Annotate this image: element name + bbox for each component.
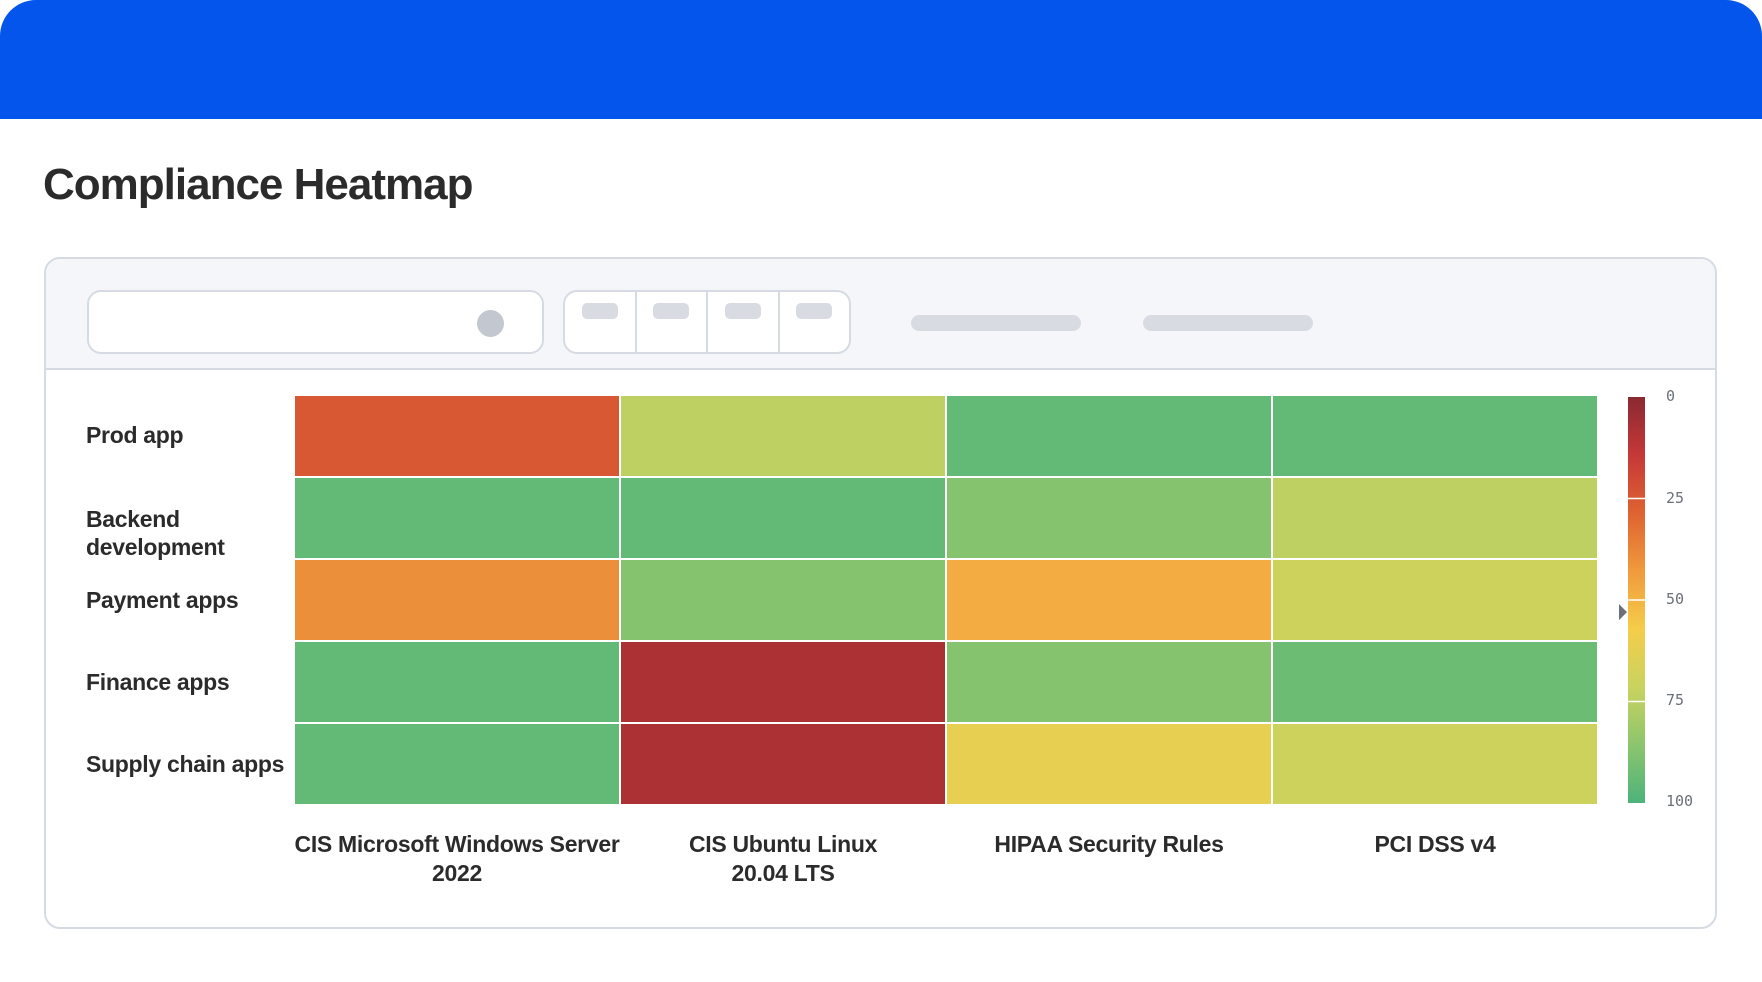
heatmap-cell[interactable] bbox=[293, 394, 621, 478]
filter-dropdown-1[interactable] bbox=[911, 315, 1081, 331]
scale-tick-100: 100 bbox=[1666, 792, 1694, 810]
heatmap-cell[interactable] bbox=[619, 722, 947, 806]
heatmap-cell[interactable] bbox=[1271, 640, 1599, 724]
row-label-supply-chain-apps: Supply chain apps bbox=[86, 751, 285, 777]
column-label-cis-ubuntu: CIS Ubuntu Linux 20.04 LTS bbox=[688, 831, 878, 886]
view-toggle-4[interactable] bbox=[780, 292, 850, 352]
scale-tick-25: 25 bbox=[1666, 489, 1685, 507]
heatmap-cell[interactable] bbox=[1271, 394, 1599, 478]
segment-label-placeholder bbox=[796, 303, 833, 319]
heatmap-cell[interactable] bbox=[945, 558, 1273, 642]
view-toggle-group bbox=[563, 290, 851, 354]
heatmap-cell[interactable] bbox=[945, 722, 1273, 806]
row-label-prod-app: Prod app bbox=[86, 422, 184, 448]
heatmap-cell[interactable] bbox=[945, 476, 1273, 560]
filter-dropdown-2[interactable] bbox=[1143, 315, 1313, 331]
scale-tick-0: 0 bbox=[1666, 387, 1676, 405]
search-input[interactable] bbox=[87, 290, 544, 354]
heatmap-cell[interactable] bbox=[945, 394, 1273, 478]
scale-marker-icon[interactable] bbox=[1619, 604, 1627, 621]
toolbar bbox=[46, 259, 1715, 370]
heatmap-panel: Prod app Backend development Payment app… bbox=[44, 257, 1717, 929]
heatmap-cell[interactable] bbox=[1271, 722, 1599, 806]
scale-tick-50: 50 bbox=[1666, 590, 1685, 608]
row-label-payment-apps: Payment apps bbox=[86, 587, 239, 613]
segment-label-placeholder bbox=[581, 303, 618, 319]
view-toggle-2[interactable] bbox=[637, 292, 708, 352]
heatmap-cell[interactable] bbox=[293, 558, 621, 642]
segment-label-placeholder bbox=[653, 303, 690, 319]
segment-label-placeholder bbox=[724, 303, 761, 319]
heatmap-cell[interactable] bbox=[293, 722, 621, 806]
header-bar bbox=[0, 0, 1762, 119]
search-icon[interactable] bbox=[477, 310, 504, 337]
heatmap-cell[interactable] bbox=[619, 640, 947, 724]
heatmap-cell[interactable] bbox=[1271, 558, 1599, 642]
heatmap-cell[interactable] bbox=[293, 476, 621, 560]
view-toggle-3[interactable] bbox=[708, 292, 780, 352]
row-label-backend-development: Backend development bbox=[86, 506, 225, 560]
heatmap-cell[interactable] bbox=[945, 640, 1273, 724]
column-label-hipaa: HIPAA Security Rules bbox=[994, 831, 1224, 857]
heatmap-cell[interactable] bbox=[293, 640, 621, 724]
column-label-cis-windows: CIS Microsoft Windows Server 2022 bbox=[294, 831, 620, 886]
heatmap-chart bbox=[293, 394, 1645, 806]
heatmap-cell[interactable] bbox=[619, 558, 947, 642]
view-toggle-1[interactable] bbox=[565, 292, 637, 352]
column-label-pci-dss: PCI DSS v4 bbox=[1374, 831, 1496, 857]
scale-tick-75: 75 bbox=[1666, 691, 1685, 709]
heatmap-cell[interactable] bbox=[619, 394, 947, 478]
heatmap-cell[interactable] bbox=[1271, 476, 1599, 560]
page-title: Compliance Heatmap bbox=[43, 160, 473, 209]
heatmap-cell[interactable] bbox=[619, 476, 947, 560]
row-label-finance-apps: Finance apps bbox=[86, 669, 230, 695]
